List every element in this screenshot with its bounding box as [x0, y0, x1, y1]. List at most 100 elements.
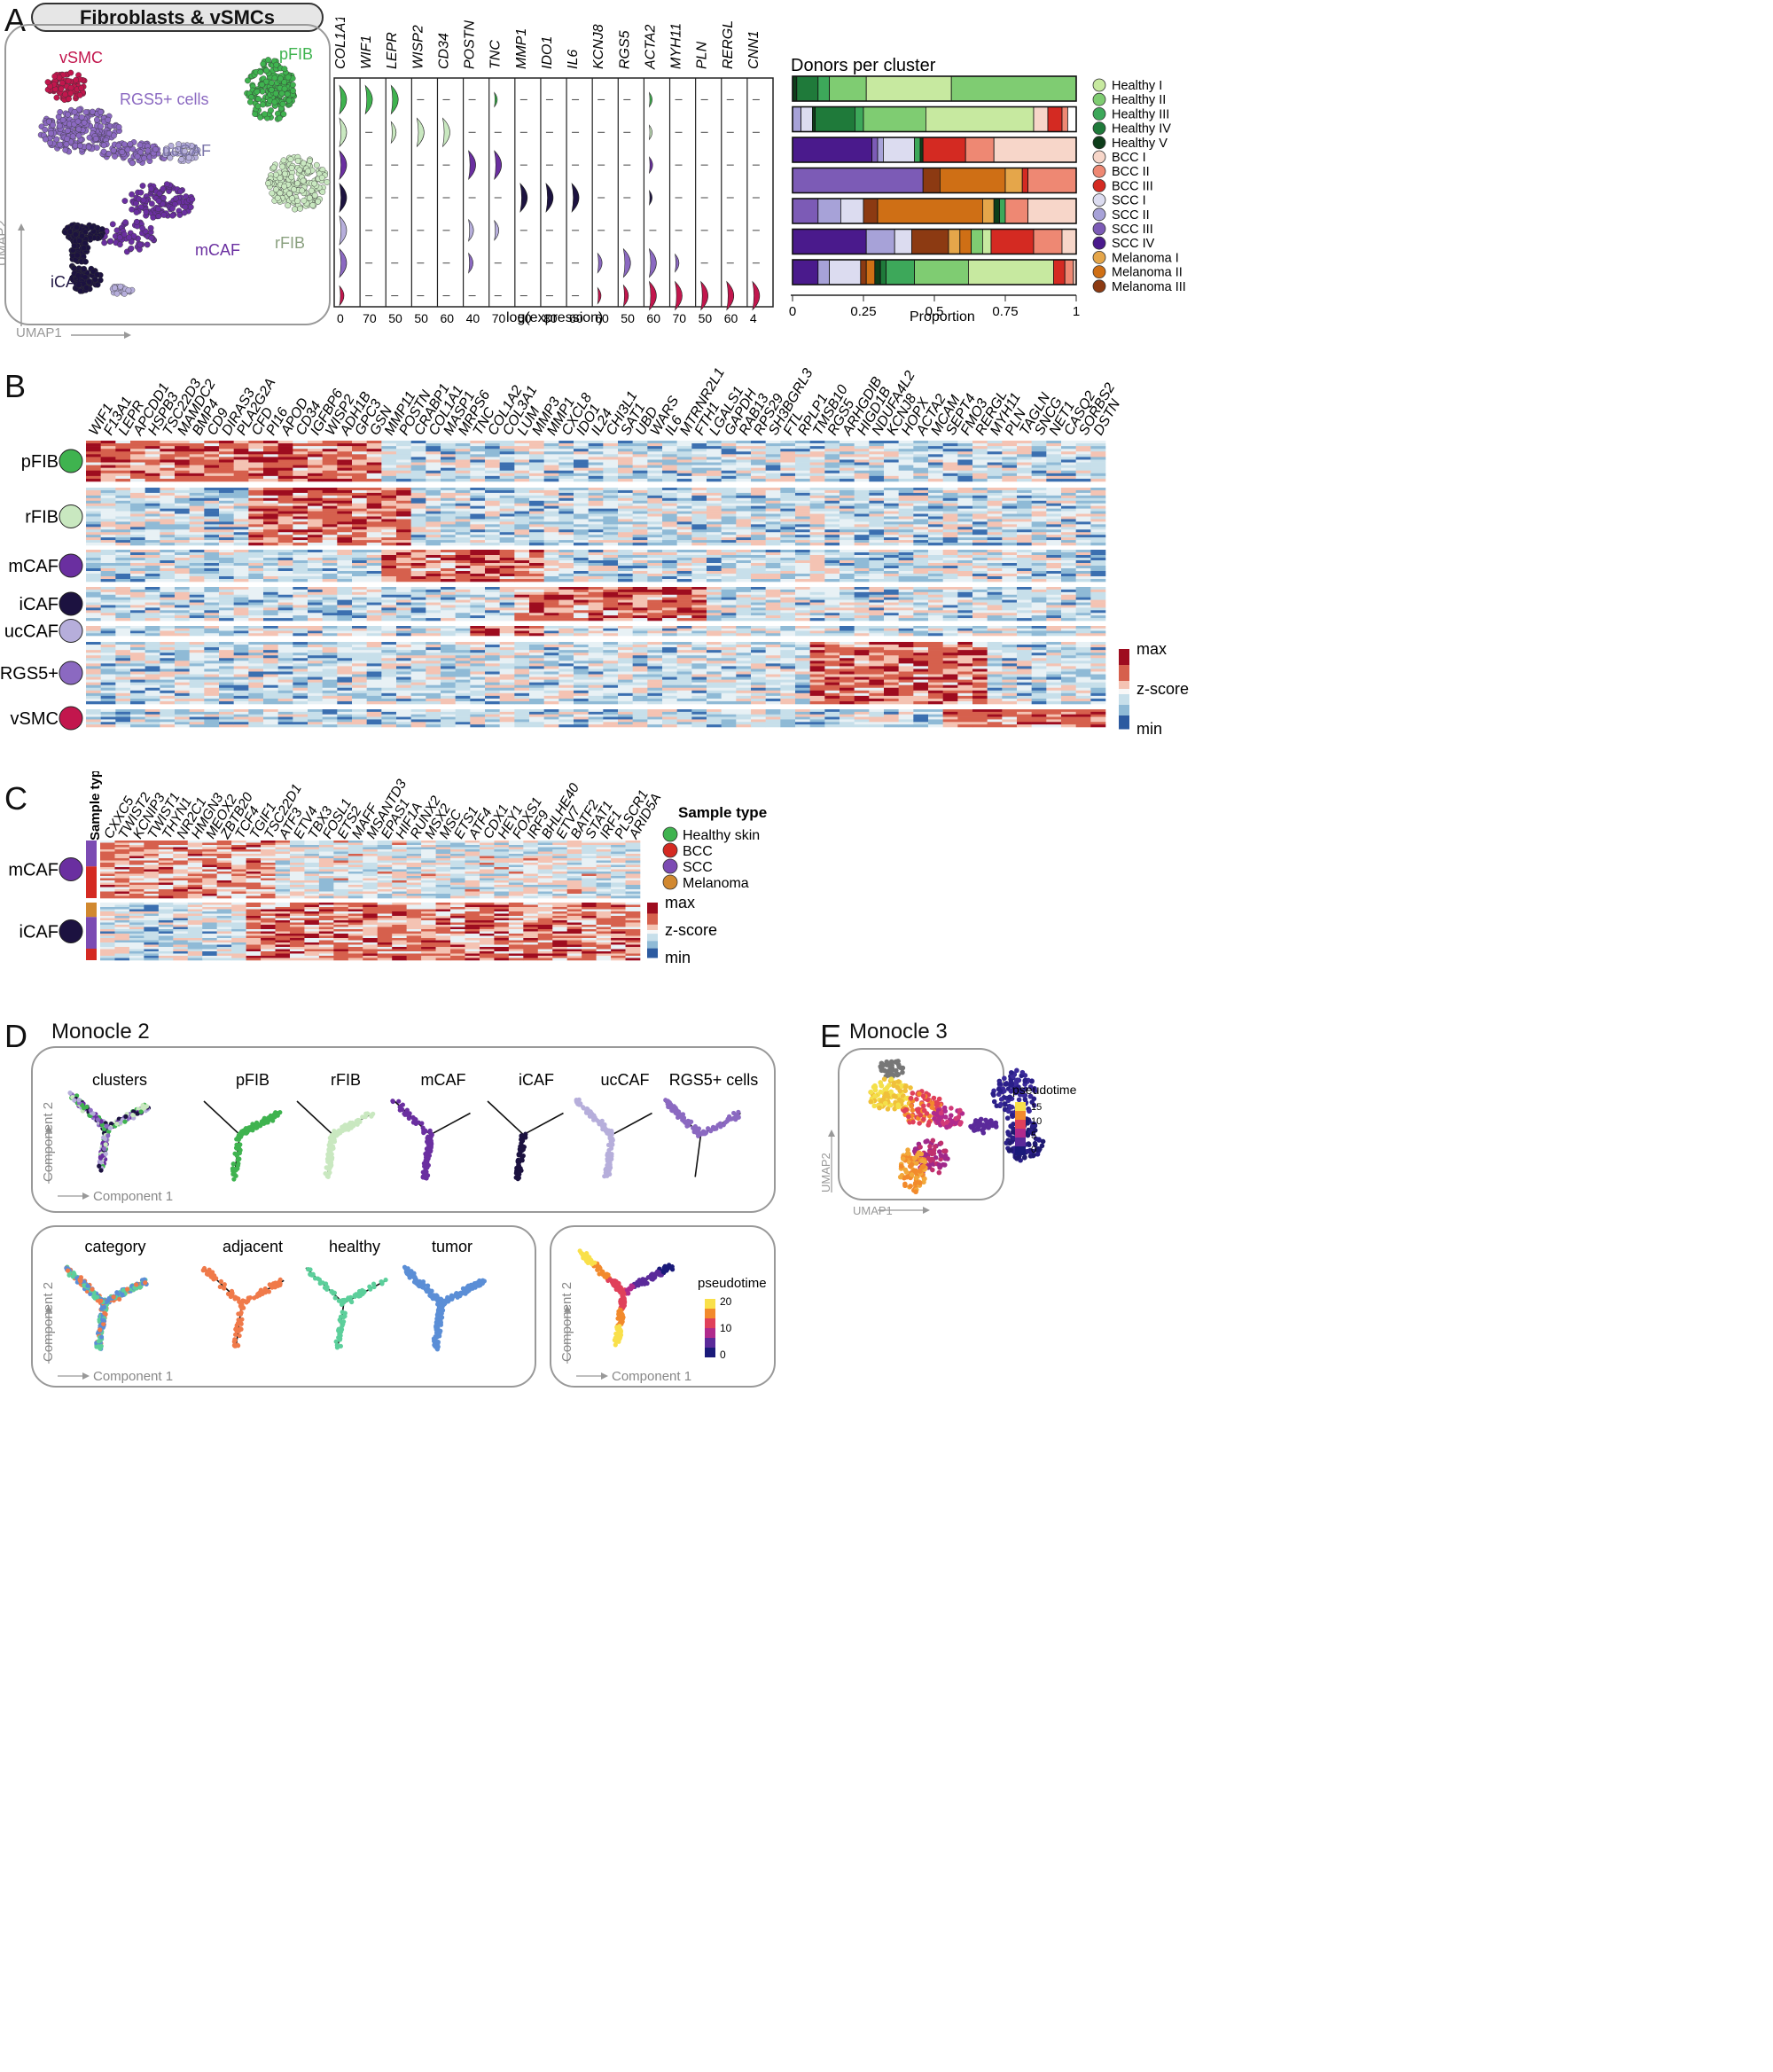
- heatmap-b-cell: [160, 560, 176, 564]
- heatmap-b-cell: [898, 441, 914, 444]
- heatmap-b-cell: [233, 552, 249, 556]
- heatmap-b-cell: [293, 467, 309, 472]
- heatmap-b-cell: [574, 441, 589, 444]
- heatmap-b-cell: [337, 488, 353, 491]
- heatmap-b-cell: [884, 467, 899, 472]
- heatmap-b-cell: [160, 446, 176, 450]
- heatmap-b-cell: [972, 508, 988, 512]
- heatmap-b-cell: [795, 443, 810, 447]
- heatmap-b-cell: [632, 478, 648, 482]
- violin-shape: [519, 183, 528, 213]
- heatmap-b-cell: [337, 459, 353, 463]
- heatmap-b-cell: [765, 465, 781, 468]
- heatmap-b-cell: [662, 519, 677, 522]
- heatmap-b-cell: [485, 443, 500, 447]
- heatmap-b-cell: [1090, 500, 1106, 504]
- umap-point: [92, 136, 99, 142]
- heatmap-b-cell: [248, 516, 264, 520]
- heatmap-b-cell: [144, 443, 160, 447]
- heatmap-b-cell: [352, 521, 367, 525]
- heatmap-b-cell: [130, 500, 145, 504]
- umap-point: [279, 163, 285, 170]
- heatmap-b-cell: [219, 505, 234, 509]
- heatmap-b-cell: [381, 457, 397, 460]
- heatmap-b-cell: [1090, 535, 1106, 538]
- heatmap-b-cell: [780, 503, 796, 506]
- heatmap-b-cell: [322, 489, 338, 494]
- heatmap-b-cell: [691, 511, 707, 514]
- heatmap-b-cell: [396, 576, 411, 580]
- heatmap-b-cell: [1046, 446, 1062, 450]
- heatmap-b-cell: [840, 451, 855, 455]
- heatmap-b-cell: [100, 521, 116, 525]
- heatmap-b-cell: [499, 513, 515, 517]
- heatmap-b-cell: [248, 513, 264, 517]
- heatmap-b-cell: [115, 489, 131, 494]
- heatmap-b-cell: [543, 457, 559, 460]
- heatmap-b-cell: [499, 571, 515, 575]
- heatmap-b-cell: [308, 519, 323, 522]
- heatmap-b-cell: [691, 579, 707, 583]
- violin-gene-label: MYH11: [669, 23, 684, 69]
- heatmap-b-cell: [824, 524, 840, 528]
- heatmap-b-cell: [100, 605, 116, 608]
- heatmap-b-cell: [529, 454, 544, 457]
- heatmap-b-cell: [175, 467, 190, 472]
- heatmap-b-cell: [455, 532, 471, 536]
- heatmap-b-cell: [1061, 513, 1076, 517]
- heatmap-b-cell: [662, 467, 677, 472]
- heatmap-b-cell: [233, 550, 249, 553]
- heatmap-b-cell: [765, 446, 781, 450]
- heatmap-b-cell: [676, 467, 692, 472]
- heatmap-b-cell: [470, 568, 486, 572]
- heatmap-b-cell: [558, 478, 574, 482]
- heatmap-b-cell: [337, 540, 353, 543]
- heatmap-b-cell: [1017, 503, 1032, 506]
- heatmap-b-cell: [543, 478, 559, 482]
- heatmap-b-cell: [618, 478, 633, 482]
- heatmap-b-cell: [499, 475, 515, 480]
- heatmap-b-cell: [898, 443, 914, 447]
- heatmap-b-cell: [426, 555, 441, 559]
- heatmap-b-cell: [410, 535, 426, 538]
- heatmap-b-cell: [337, 500, 353, 504]
- heatmap-b-cell: [780, 543, 796, 546]
- heatmap-b-cell: [1046, 475, 1062, 480]
- heatmap-b-cell: [1017, 560, 1032, 564]
- heatmap-b-cell: [721, 500, 737, 504]
- heatmap-b-cell: [277, 441, 293, 444]
- heatmap-b-cell: [396, 555, 411, 559]
- heatmap-b-cell: [189, 457, 205, 460]
- heatmap-b-cell: [662, 568, 677, 572]
- heatmap-b-cell: [721, 571, 737, 575]
- heatmap-b-cell: [514, 527, 530, 530]
- heatmap-b-cell: [248, 521, 264, 525]
- heatmap-b-cell: [308, 579, 323, 583]
- heatmap-b-cell: [100, 550, 116, 553]
- heatmap-b-cell: [957, 521, 973, 525]
- heatmap-b-cell: [707, 579, 722, 583]
- heatmap-b-cell: [248, 579, 264, 583]
- heatmap-b-cell: [707, 563, 722, 567]
- heatmap-b-cell: [662, 558, 677, 561]
- heatmap-b-cell: [308, 576, 323, 580]
- heatmap-b-cell: [115, 607, 131, 611]
- heatmap-b-cell: [913, 558, 929, 561]
- heatmap-b-cell: [529, 574, 544, 577]
- heatmap-b-cell: [441, 454, 456, 457]
- heatmap-b-cell: [233, 443, 249, 447]
- heatmap-b-cell: [293, 470, 309, 474]
- heatmap-b-cell: [574, 558, 589, 561]
- heatmap-b-cell: [441, 497, 456, 502]
- heatmap-b-cell: [662, 537, 677, 541]
- heatmap-b-cell: [86, 571, 101, 575]
- heatmap-b-cell: [352, 550, 367, 553]
- heatmap-b-cell: [736, 443, 752, 447]
- heatmap-b-cell: [277, 560, 293, 564]
- heatmap-b-cell: [115, 543, 131, 546]
- heatmap-b-cell: [558, 516, 574, 520]
- heatmap-b-cell: [676, 537, 692, 541]
- heatmap-b-cell: [455, 497, 471, 502]
- heatmap-b-cell: [707, 470, 722, 474]
- heatmap-b-cell: [1002, 529, 1018, 533]
